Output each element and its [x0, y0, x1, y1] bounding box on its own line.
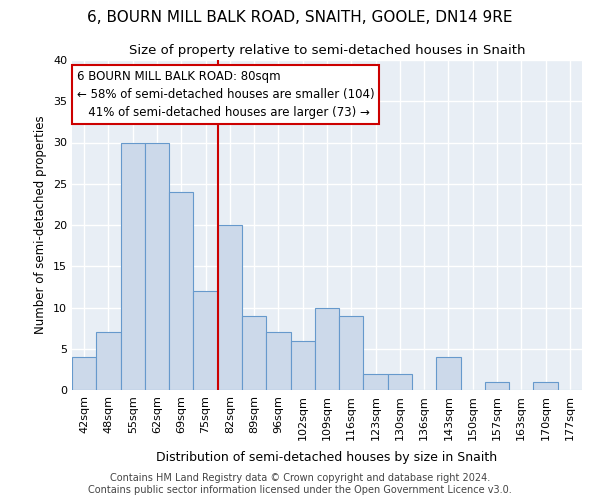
- Y-axis label: Number of semi-detached properties: Number of semi-detached properties: [34, 116, 47, 334]
- Bar: [242, 316, 266, 390]
- Text: 6 BOURN MILL BALK ROAD: 80sqm
← 58% of semi-detached houses are smaller (104)
  : 6 BOURN MILL BALK ROAD: 80sqm ← 58% of s…: [77, 70, 375, 119]
- Bar: [364, 374, 388, 390]
- Bar: [121, 142, 145, 390]
- Bar: [266, 332, 290, 390]
- Title: Size of property relative to semi-detached houses in Snaith: Size of property relative to semi-detach…: [129, 44, 525, 58]
- Bar: [96, 332, 121, 390]
- X-axis label: Distribution of semi-detached houses by size in Snaith: Distribution of semi-detached houses by …: [157, 451, 497, 464]
- Bar: [315, 308, 339, 390]
- Text: 6, BOURN MILL BALK ROAD, SNAITH, GOOLE, DN14 9RE: 6, BOURN MILL BALK ROAD, SNAITH, GOOLE, …: [87, 10, 513, 25]
- Bar: [169, 192, 193, 390]
- Bar: [218, 225, 242, 390]
- Bar: [485, 382, 509, 390]
- Bar: [193, 291, 218, 390]
- Bar: [339, 316, 364, 390]
- Bar: [145, 142, 169, 390]
- Bar: [72, 357, 96, 390]
- Bar: [388, 374, 412, 390]
- Bar: [290, 340, 315, 390]
- Text: Contains HM Land Registry data © Crown copyright and database right 2024.
Contai: Contains HM Land Registry data © Crown c…: [88, 474, 512, 495]
- Bar: [436, 357, 461, 390]
- Bar: [533, 382, 558, 390]
